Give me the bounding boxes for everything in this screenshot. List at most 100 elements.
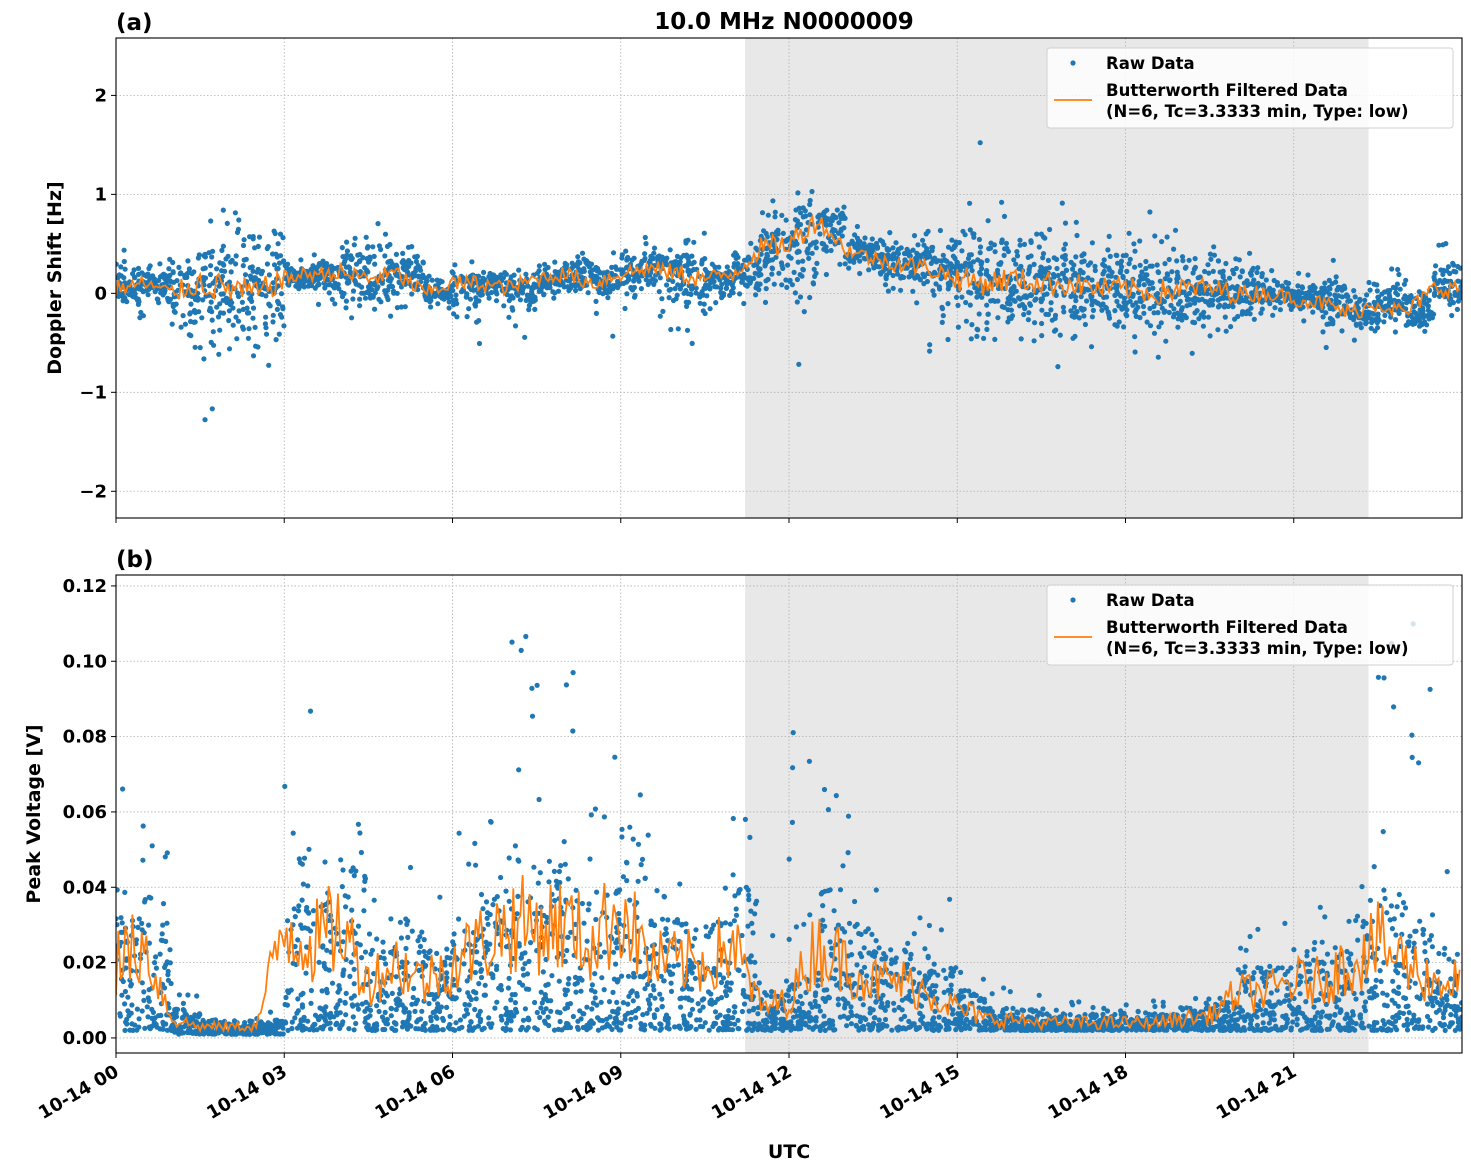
raw-point — [976, 236, 983, 243]
raw-point — [412, 273, 418, 279]
raw-point — [613, 890, 619, 896]
raw-point — [546, 879, 552, 885]
raw-point — [298, 922, 304, 928]
raw-point — [697, 1017, 703, 1023]
raw-point — [371, 897, 377, 903]
raw-point — [600, 1018, 606, 1024]
raw-point — [296, 903, 302, 909]
raw-point — [1323, 344, 1329, 351]
raw-point — [506, 314, 512, 320]
raw-point — [214, 304, 220, 310]
raw-point — [1014, 249, 1020, 255]
raw-point — [1453, 269, 1459, 275]
raw-point — [394, 1001, 400, 1007]
raw-point — [675, 1024, 681, 1030]
raw-point — [334, 1009, 340, 1016]
raw-point — [1255, 265, 1261, 271]
raw-point — [322, 1011, 328, 1017]
raw-point — [1051, 328, 1058, 334]
raw-point — [696, 292, 703, 298]
raw-point — [978, 259, 984, 265]
raw-point — [388, 1013, 394, 1019]
raw-point — [635, 878, 641, 884]
raw-point — [378, 246, 384, 253]
raw-point — [651, 987, 657, 993]
raw-point — [1180, 289, 1186, 295]
raw-point — [1124, 307, 1130, 313]
raw-point — [223, 256, 229, 262]
raw-point — [311, 1021, 317, 1028]
raw-point — [627, 1023, 633, 1029]
raw-point — [1320, 314, 1326, 320]
raw-point — [139, 980, 145, 986]
raw-point — [240, 242, 247, 249]
raw-point — [1140, 276, 1146, 282]
raw-point — [389, 283, 395, 289]
raw-point — [735, 254, 741, 260]
raw-point — [1127, 256, 1133, 262]
raw-point — [1059, 200, 1065, 206]
raw-point — [426, 991, 432, 998]
raw-point — [789, 230, 796, 236]
raw-point — [343, 298, 349, 304]
raw-point — [224, 220, 230, 226]
raw-point — [295, 937, 301, 943]
raw-point — [963, 318, 970, 324]
raw-point — [1258, 310, 1264, 316]
raw-point — [393, 974, 399, 980]
raw-point — [333, 1005, 339, 1011]
raw-point — [168, 980, 174, 987]
raw-point — [619, 1020, 625, 1026]
raw-point — [199, 315, 205, 321]
raw-point — [187, 310, 193, 316]
raw-point — [1143, 265, 1149, 272]
raw-point — [822, 217, 828, 223]
raw-point — [337, 1010, 343, 1016]
raw-point — [1124, 268, 1130, 274]
raw-point — [122, 889, 128, 896]
raw-point — [614, 945, 620, 951]
raw-point — [490, 902, 496, 908]
raw-point — [561, 839, 567, 845]
raw-point — [691, 239, 697, 245]
raw-point — [512, 1000, 519, 1006]
raw-point — [311, 1027, 317, 1033]
raw-point — [937, 286, 943, 292]
raw-point — [602, 1024, 609, 1030]
raw-point — [295, 996, 301, 1002]
raw-point — [474, 297, 480, 303]
raw-point — [349, 907, 355, 913]
raw-point — [682, 1018, 688, 1024]
raw-point — [367, 1007, 374, 1014]
raw-point — [1089, 277, 1095, 283]
raw-point — [160, 901, 167, 907]
raw-point — [264, 261, 270, 267]
raw-point — [601, 814, 608, 820]
raw-point — [240, 306, 246, 312]
raw-point — [984, 326, 990, 332]
raw-point — [210, 248, 216, 254]
raw-point — [366, 259, 372, 265]
raw-point — [1118, 267, 1124, 274]
raw-point — [596, 289, 602, 295]
raw-point — [447, 955, 453, 961]
raw-point — [593, 273, 600, 280]
raw-point — [312, 285, 318, 291]
raw-point — [399, 959, 405, 965]
raw-point — [929, 248, 935, 254]
raw-point — [388, 916, 394, 922]
raw-point — [167, 947, 173, 953]
raw-point — [1074, 309, 1080, 315]
raw-point — [751, 275, 757, 281]
raw-point — [1147, 323, 1154, 329]
raw-point — [544, 914, 550, 921]
raw-point — [1207, 333, 1213, 339]
raw-point — [410, 994, 416, 1001]
raw-point — [230, 305, 236, 311]
raw-point — [200, 1017, 206, 1024]
raw-point — [917, 277, 924, 283]
legend-raw-marker — [1070, 60, 1076, 66]
raw-point — [202, 251, 208, 257]
raw-point — [1107, 267, 1113, 273]
raw-point — [129, 1021, 135, 1027]
